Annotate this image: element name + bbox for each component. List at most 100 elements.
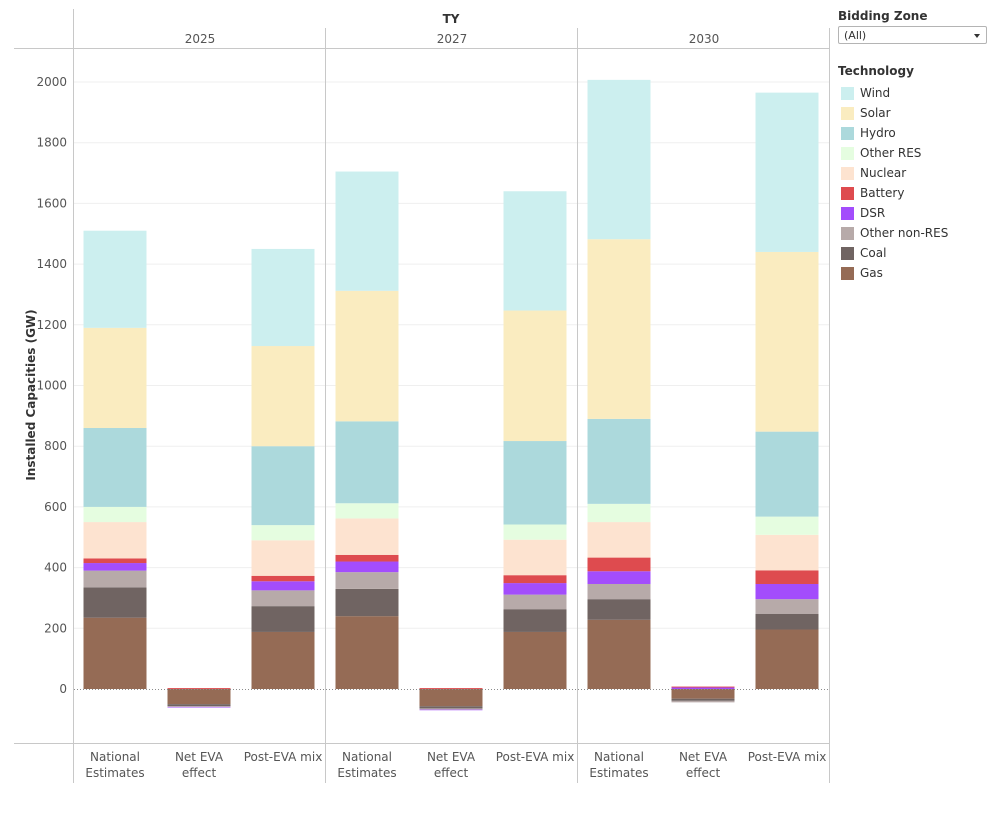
bar-segment-hydro[interactable] [755, 431, 819, 517]
bar-segment-solar[interactable] [251, 346, 315, 447]
bar-segment-other-res[interactable] [503, 524, 567, 540]
bar-segment-battery[interactable] [587, 557, 651, 572]
bar-segment-gas[interactable] [167, 689, 231, 705]
bar-segment-gas[interactable] [755, 629, 819, 689]
bar-segment-battery[interactable] [419, 688, 483, 689]
bar-segment-wind[interactable] [503, 191, 567, 311]
bar-segment-other-non-res[interactable] [587, 583, 651, 600]
bar-segment-wind[interactable] [335, 171, 399, 291]
legend-swatch [841, 146, 854, 160]
bar-segment-other-res[interactable] [755, 516, 819, 535]
bar-segment-other-res[interactable] [587, 503, 651, 523]
bar-segment-nuclear[interactable] [503, 539, 567, 576]
legend-swatch [841, 186, 854, 200]
legend-label: Hydro [860, 126, 896, 140]
legend-swatch [841, 106, 854, 120]
bar-segment-hydro[interactable] [83, 427, 147, 507]
bar-segment-other-res[interactable] [251, 525, 315, 541]
bar-segment-dsr[interactable] [167, 706, 231, 708]
legend-swatch [841, 246, 854, 260]
bar-segment-gas[interactable] [251, 631, 315, 689]
legend-item[interactable]: Hydro [841, 123, 948, 143]
legend-item[interactable]: Gas [841, 263, 948, 283]
legend-swatch [841, 266, 854, 280]
bar-segment-nuclear[interactable] [755, 534, 819, 571]
bar-segment-battery[interactable] [755, 570, 819, 584]
bidding-zone-dropdown[interactable]: (All) [838, 26, 987, 44]
bar-segment-battery[interactable] [83, 558, 147, 564]
bar-segment-other-non-res[interactable] [167, 705, 231, 707]
bar-segment-coal[interactable] [671, 698, 735, 701]
bar-segment-wind[interactable] [83, 230, 147, 328]
bar-segment-dsr[interactable] [83, 563, 147, 571]
bar-segment-coal[interactable] [503, 609, 567, 632]
bar-segment-other-non-res[interactable] [755, 599, 819, 614]
bar-segment-battery[interactable] [503, 575, 567, 584]
y-tick-label: 1600 [36, 196, 67, 210]
legend-label: Wind [860, 86, 891, 100]
bar-segment-gas[interactable] [83, 617, 147, 689]
bar-segment-gas[interactable] [671, 689, 735, 699]
bar-segment-coal[interactable] [755, 613, 819, 630]
bar-segment-hydro[interactable] [587, 418, 651, 504]
bar-segment-other-non-res[interactable] [503, 594, 567, 610]
bar-segment-solar[interactable] [587, 239, 651, 419]
bar-segment-solar[interactable] [83, 327, 147, 428]
legend-item[interactable]: Solar [841, 103, 948, 123]
bar-segment-wind[interactable] [587, 79, 651, 240]
bar-segment-nuclear[interactable] [587, 522, 651, 558]
legend-item[interactable]: Other RES [841, 143, 948, 163]
bar-segment-wind[interactable] [251, 248, 315, 347]
legend-item[interactable]: Nuclear [841, 163, 948, 183]
bar-segment-other-non-res[interactable] [251, 590, 315, 607]
bar-segment-solar[interactable] [335, 290, 399, 422]
legend-item[interactable]: DSR [841, 203, 948, 223]
bar-segment-nuclear[interactable] [83, 522, 147, 559]
bar-segment-nuclear[interactable] [335, 518, 399, 555]
bar-segment-other-non-res[interactable] [335, 572, 399, 589]
legend-item[interactable]: Coal [841, 243, 948, 263]
bar-segment-battery[interactable] [671, 686, 735, 688]
x-category-label: National [90, 750, 140, 764]
bar-segment-hydro[interactable] [251, 446, 315, 526]
legend-item[interactable]: Wind [841, 83, 948, 103]
x-category-label: National [342, 750, 392, 764]
bar-segment-coal[interactable] [419, 706, 483, 709]
legend-item[interactable]: Other non-RES [841, 223, 948, 243]
bar-segment-coal[interactable] [167, 704, 231, 706]
bar-segment-other-non-res[interactable] [419, 708, 483, 710]
bar-segment-dsr[interactable] [419, 709, 483, 711]
bar-segment-gas[interactable] [587, 619, 651, 689]
bar-segment-battery[interactable] [167, 688, 231, 689]
bar-segment-gas[interactable] [335, 616, 399, 689]
bar-segment-hydro[interactable] [335, 421, 399, 504]
legend-label: DSR [860, 206, 886, 220]
bar-segment-gas[interactable] [419, 689, 483, 707]
bar-segment-dsr[interactable] [335, 561, 399, 573]
bar-segment-other-res[interactable] [83, 506, 147, 523]
bar-segment-other-non-res[interactable] [83, 570, 147, 588]
bar-segment-wind[interactable] [755, 92, 819, 252]
bar-segment-hydro[interactable] [503, 441, 567, 525]
bar-segment-coal[interactable] [251, 606, 315, 632]
bar-segment-battery[interactable] [251, 575, 315, 582]
bar-segment-other-non-res[interactable] [671, 700, 735, 703]
bar-segment-battery[interactable] [335, 554, 399, 562]
bar-segment-nuclear[interactable] [251, 540, 315, 576]
legend-item[interactable]: Battery [841, 183, 948, 203]
bidding-zone-title: Bidding Zone [838, 9, 928, 23]
bar-segment-coal[interactable] [83, 587, 147, 618]
bar-segment-coal[interactable] [587, 599, 651, 620]
bar-segment-other-res[interactable] [335, 503, 399, 519]
bar-segment-gas[interactable] [503, 631, 567, 689]
bar-segment-solar[interactable] [503, 310, 567, 442]
bar-segment-dsr[interactable] [251, 581, 315, 591]
bar-segment-dsr[interactable] [755, 583, 819, 600]
bar-segment-dsr[interactable] [587, 571, 651, 584]
bar-segment-dsr[interactable] [503, 583, 567, 595]
bar-segment-coal[interactable] [335, 588, 399, 617]
bar-segment-solar[interactable] [755, 251, 819, 432]
legend-label: Coal [860, 246, 887, 260]
bar-segment-dsr[interactable] [671, 687, 735, 689]
